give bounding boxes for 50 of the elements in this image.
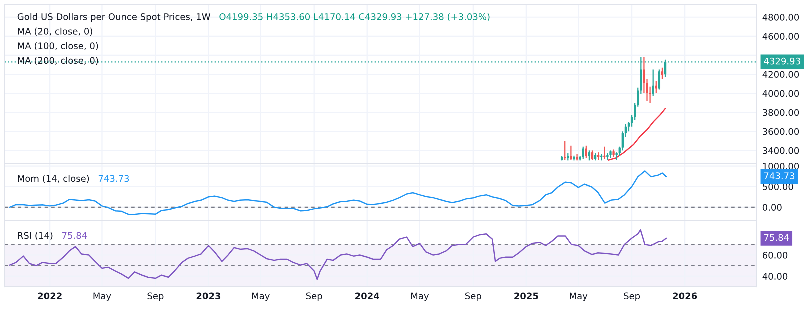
x-tick-label: 2023 xyxy=(196,292,221,300)
x-tick-label: 2026 xyxy=(673,292,698,300)
candlestick xyxy=(588,150,591,162)
line-series xyxy=(9,170,668,216)
candlestick xyxy=(585,145,588,159)
candlestick xyxy=(661,67,664,80)
candlestick xyxy=(658,69,661,90)
candlestick xyxy=(604,146,606,160)
x-tick-label: 2025 xyxy=(514,292,538,300)
y-tick-label: 4600.00 xyxy=(762,33,800,40)
candlestick xyxy=(570,145,572,161)
y-tick-label: 4000.00 xyxy=(762,90,800,98)
text: Gold US Dollars per Ounce Spot Prices, 1W xyxy=(18,13,211,22)
candlestick xyxy=(591,150,594,161)
annotation: MA (200, close, 0) xyxy=(18,57,98,66)
x-tick-label: Sep xyxy=(306,292,322,302)
line-series xyxy=(608,108,666,161)
candlestick xyxy=(655,80,658,94)
x-tick-label: 2022 xyxy=(38,292,62,300)
x-tick-label: May xyxy=(412,292,430,302)
line-series xyxy=(9,229,668,280)
annotation: MA (20, close, 0) xyxy=(18,28,92,36)
y-tick-label: 4800.00 xyxy=(762,14,800,21)
y-tick-label: 60.00 xyxy=(762,252,788,259)
y-tick-label: 3400.00 xyxy=(763,147,800,154)
x-tick-label: May xyxy=(94,292,112,302)
text: O4199.35 H4353.60 L4170.14 C4329.93 +127.38 (+3.03%) xyxy=(220,13,490,22)
ref-line-label: 4329.93 xyxy=(764,58,800,65)
x-tick-label: Sep xyxy=(465,292,482,302)
text: Mom (14, close) xyxy=(18,175,90,184)
annotation: MA (100, close, 0) xyxy=(18,42,98,51)
y-tick-label: 3800.00 xyxy=(763,109,800,116)
candlestick xyxy=(652,69,654,97)
y-tick-label: 0.00 xyxy=(762,204,782,211)
y-tick-label: 4200.00 xyxy=(762,71,800,78)
x-tick-label: Sep xyxy=(624,292,640,302)
candlestick xyxy=(564,140,566,161)
text: 743.73 xyxy=(764,172,795,180)
y-tick-label: 3600.00 xyxy=(763,128,800,136)
x-tick-label: May xyxy=(252,292,270,302)
text: RSI (14) xyxy=(18,232,53,240)
text: 75.84 xyxy=(764,234,790,242)
candlestick xyxy=(582,146,584,160)
annotation: 75.84 xyxy=(62,232,88,240)
x-tick-label: Sep xyxy=(148,292,164,302)
candlestick xyxy=(606,152,609,161)
x-tick-label: May xyxy=(570,292,588,302)
annotation: 743.73 xyxy=(98,175,130,182)
y-tick-label: 40.00 xyxy=(762,273,788,280)
x-tick-label: 2024 xyxy=(356,292,380,300)
